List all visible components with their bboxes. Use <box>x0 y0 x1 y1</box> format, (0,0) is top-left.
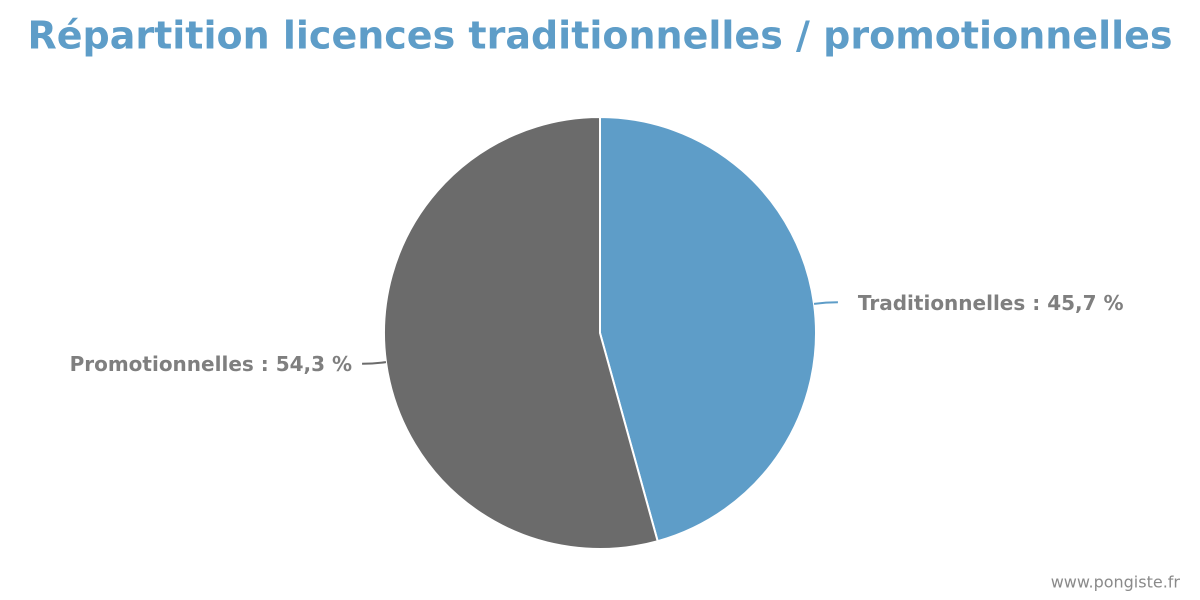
leader-line <box>362 361 387 365</box>
pie-slice <box>599 115 817 543</box>
pie-slice <box>383 115 659 550</box>
leader-line <box>813 301 838 305</box>
watermark: www.pongiste.fr <box>1051 573 1181 592</box>
chart-title: Répartition licences traditionnelles / p… <box>27 14 1172 58</box>
data-label: Promotionnelles : 54,3 % <box>70 352 353 376</box>
data-label: Traditionnelles : 45,7 % <box>858 291 1124 315</box>
